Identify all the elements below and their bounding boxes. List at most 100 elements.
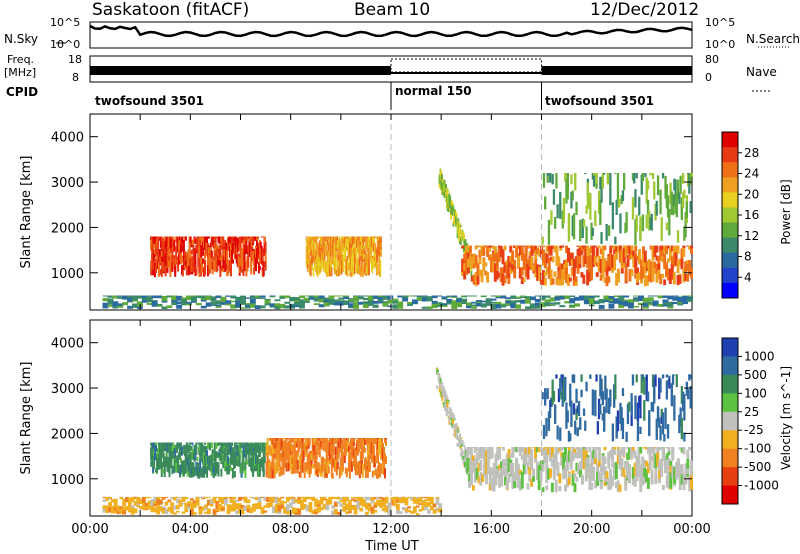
power-cell <box>323 301 330 305</box>
velocity-cell <box>175 510 180 513</box>
power-feature-0 <box>150 236 267 278</box>
power-cell <box>156 236 159 246</box>
power-cell <box>603 277 607 283</box>
velocity-cell <box>364 463 367 478</box>
power-cell <box>370 244 372 254</box>
power-cell <box>665 267 668 277</box>
power-cell <box>308 296 315 300</box>
power-cell <box>164 260 167 277</box>
velocity-cell <box>225 442 228 449</box>
velocity-cell <box>220 468 223 477</box>
velocity-cell <box>176 445 179 453</box>
velocity-cell <box>502 462 505 476</box>
velocity-cell <box>486 447 490 461</box>
power-cell <box>569 298 576 304</box>
velocity-cell <box>439 377 442 379</box>
velocity-cell <box>424 505 428 511</box>
power-cell <box>318 236 321 239</box>
power-cell <box>587 192 591 210</box>
velocity-cell <box>102 508 107 513</box>
power-cell <box>146 295 153 297</box>
power-cell <box>500 304 507 308</box>
velocity-cell <box>387 507 392 515</box>
power-cell <box>299 299 305 305</box>
power-cell <box>440 170 443 177</box>
power-cell <box>369 255 371 263</box>
velocity-cell <box>277 505 282 512</box>
power-cell <box>601 256 605 273</box>
power-cell <box>377 264 379 275</box>
power-cell <box>439 175 442 183</box>
velocity-colorbar-seg <box>722 393 738 413</box>
velocity-cell <box>674 374 677 376</box>
velocity-cell <box>530 464 534 470</box>
power-cell <box>318 240 321 256</box>
velocity-cell <box>182 472 185 477</box>
power-cell <box>626 245 630 247</box>
power-cell <box>579 295 585 301</box>
velocity-cell <box>249 496 254 498</box>
velocity-cell <box>277 502 282 506</box>
velocity-cell <box>332 438 335 455</box>
power-cell <box>547 236 551 245</box>
velocity-cell <box>207 496 211 498</box>
power-cb-label-0: 4 <box>744 270 752 284</box>
power-cell <box>132 296 138 301</box>
power-cell <box>567 275 570 286</box>
velocity-cell <box>591 389 594 416</box>
power-cell <box>643 265 647 274</box>
velocity-cell <box>384 468 386 478</box>
velocity-cell <box>376 496 381 499</box>
velocity-cell <box>327 457 330 465</box>
power-cell <box>127 295 133 298</box>
velocity-cell <box>658 417 661 428</box>
power-cell <box>461 298 467 303</box>
velocity-cell <box>357 438 360 453</box>
power-cell <box>599 199 602 225</box>
power-cell <box>561 245 565 247</box>
velocity-cell <box>164 501 169 506</box>
velocity-cell <box>575 408 578 420</box>
velocity-cell <box>643 459 646 471</box>
velocity-cell <box>500 467 503 473</box>
power-cell <box>620 195 623 205</box>
velocity-cell <box>650 455 654 461</box>
nave-dotted-box <box>390 58 542 73</box>
velocity-cell <box>621 388 625 396</box>
power-cell <box>162 261 165 272</box>
power-cell <box>191 295 197 297</box>
power-colorbar-label: Power [dB] <box>779 179 793 244</box>
power-cell <box>443 191 446 198</box>
velocity-cell <box>601 458 605 475</box>
power-cell <box>200 245 203 258</box>
power-cell <box>522 277 526 282</box>
velocity-cell <box>569 383 572 407</box>
power-cell <box>238 268 241 273</box>
power-cell <box>623 173 626 191</box>
velocity-cell <box>379 499 383 502</box>
power-cell <box>673 178 676 191</box>
power-cell <box>553 271 557 277</box>
power-cell <box>570 253 574 260</box>
velocity-cell <box>584 466 588 482</box>
velocity-cell <box>666 424 670 439</box>
velocity-cell <box>667 447 671 452</box>
power-cell <box>501 267 505 274</box>
velocity-cell <box>633 450 637 459</box>
power-cell <box>294 300 300 303</box>
power-cell <box>372 304 379 308</box>
velocity-cell <box>483 448 487 462</box>
velocity-cell <box>192 503 197 508</box>
velocity-cell <box>554 451 558 470</box>
power-cell <box>171 295 178 300</box>
velocity-cell <box>317 504 321 507</box>
velocity-cell <box>404 499 409 506</box>
power-cell <box>446 188 449 192</box>
power-colorbar-seg <box>722 267 738 284</box>
power-cell <box>480 300 487 303</box>
power-cell <box>476 245 480 248</box>
velocity-cell <box>626 461 630 479</box>
power-cell <box>362 236 365 248</box>
power-cell <box>200 295 207 299</box>
power-cell <box>623 295 630 298</box>
